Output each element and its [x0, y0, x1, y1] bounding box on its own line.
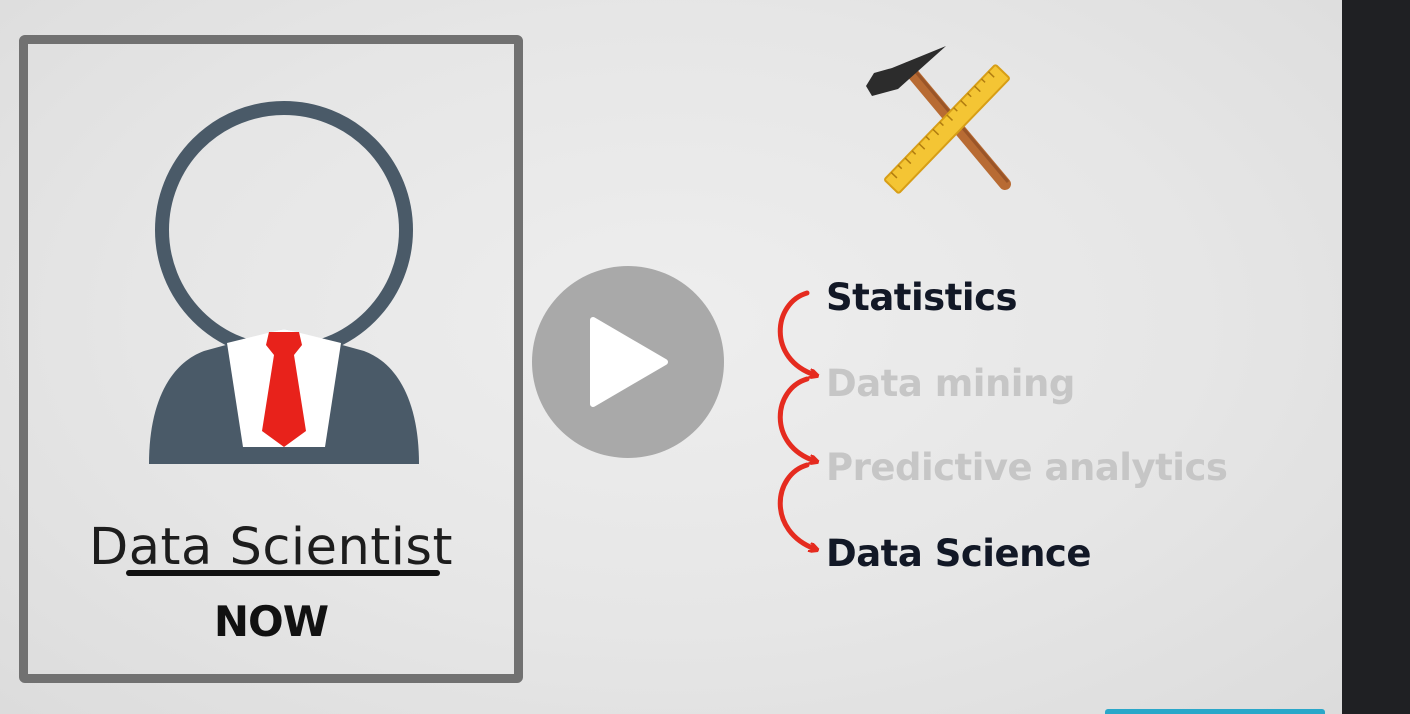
hammer-and-ruler-icon — [866, 46, 1011, 194]
evolution-arrows — [777, 290, 835, 585]
evolution-item-data-science: Data Science — [826, 532, 1091, 575]
side-panel — [1342, 0, 1410, 714]
curved-arrow-icon — [777, 462, 815, 549]
data-scientist-card: Data Scientist NOW — [19, 35, 523, 683]
evolution-item-data-mining: Data mining — [826, 362, 1075, 405]
curved-arrow-icon — [777, 290, 815, 375]
evolution-item-predictive-analytics: Predictive analytics — [826, 446, 1228, 489]
video-frame[interactable]: Data Scientist NOW — [0, 0, 1342, 714]
curved-arrow-icon — [777, 376, 815, 461]
person-avatar-icon — [149, 101, 419, 464]
card-title: Data Scientist — [89, 518, 453, 577]
play-button[interactable] — [532, 266, 724, 458]
card-status-label: NOW — [213, 597, 329, 646]
evolution-item-statistics: Statistics — [826, 276, 1018, 319]
card-divider — [126, 570, 440, 576]
bottom-tab-indicator[interactable] — [1105, 709, 1325, 714]
play-icon — [590, 317, 668, 407]
